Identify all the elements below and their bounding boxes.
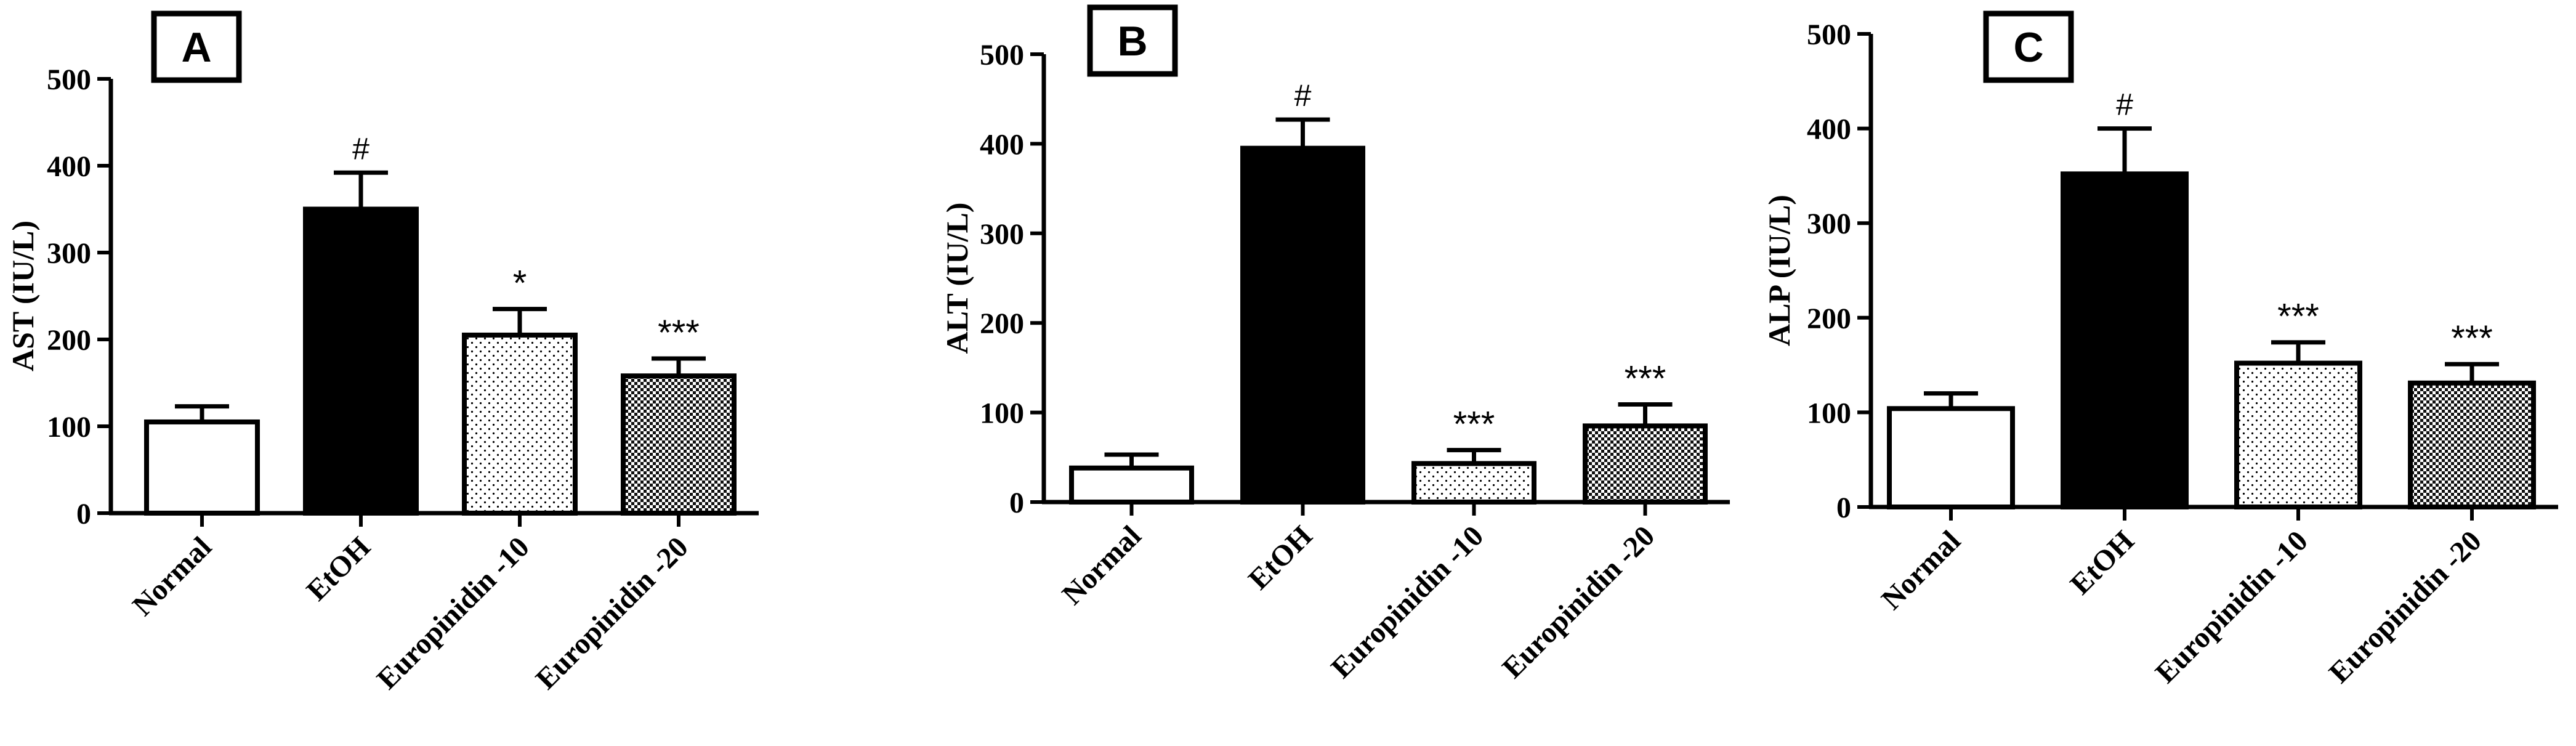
x-tick-label: Europinidin -10 <box>2149 524 2314 689</box>
chart-panel-A: A 0 100 200 300 400 500 AST (IU/L) Normal # EtOH * E… <box>6 10 759 695</box>
bar-4 <box>2408 380 2536 509</box>
bar-4 <box>621 373 737 516</box>
x-tick-label: EtOH <box>1242 519 1318 596</box>
panel-label: B <box>1117 18 1147 65</box>
y-tick-label: 100 <box>47 411 91 444</box>
panel-label: A <box>181 24 211 71</box>
y-tick-label: 500 <box>980 39 1024 71</box>
chart-panel-B: B 0 100 200 300 400 500 ALT (IU/L) Normal # EtOH **… <box>940 4 1730 684</box>
panel-label-box <box>1983 10 2074 83</box>
bar-4 <box>1583 423 1708 505</box>
y-tick-label: 400 <box>47 150 91 183</box>
x-tick-label: Europinidin -10 <box>371 530 536 695</box>
x-tick-label: EtOH <box>301 530 377 607</box>
bar-3 <box>462 332 578 516</box>
y-axis-label: ALT (IU/L) <box>940 203 974 354</box>
y-tick-label: 300 <box>980 218 1024 251</box>
significance-marker: # <box>2116 87 2133 122</box>
significance-marker: * <box>513 264 527 304</box>
significance-marker: *** <box>1453 405 1495 445</box>
x-tick-label: Normal <box>1875 524 1967 616</box>
significance-marker: *** <box>2451 318 2493 359</box>
y-tick-label: 500 <box>47 63 91 96</box>
x-tick-label: Europinidin -20 <box>530 530 695 695</box>
bar-1 <box>1069 465 1194 505</box>
significance-marker: *** <box>658 313 700 353</box>
significance-marker: *** <box>1625 359 1666 399</box>
bar-2 <box>303 206 419 516</box>
significance-marker: # <box>352 131 369 166</box>
chart-panel-C: C 0 100 200 300 400 500 ALP (IU/L) Normal # EtOH **… <box>1762 10 2558 689</box>
significance-marker: # <box>1294 78 1312 113</box>
y-tick-label: 200 <box>1807 302 1851 335</box>
x-tick-label: Europinidin -20 <box>1496 519 1661 684</box>
bar-1 <box>1887 406 2015 509</box>
y-tick-label: 400 <box>980 128 1024 161</box>
x-tick-label: EtOH <box>2064 524 2141 601</box>
x-tick-label: Europinidin -20 <box>2323 524 2488 689</box>
y-tick-label: 200 <box>980 307 1024 340</box>
x-tick-label: Europinidin -10 <box>1325 519 1490 684</box>
bar-3 <box>2234 360 2362 510</box>
panel-label-box <box>1087 4 1178 77</box>
y-tick-label: 0 <box>1009 487 1024 519</box>
y-tick-label: 400 <box>1807 113 1851 146</box>
bar-1 <box>144 419 260 516</box>
panel-label-box <box>151 10 242 83</box>
y-tick-label: 300 <box>1807 208 1851 240</box>
y-tick-label: 500 <box>1807 18 1851 51</box>
y-axis-label: ALP (IU/L) <box>1762 195 1796 346</box>
panel-label: C <box>2013 24 2043 71</box>
significance-marker: *** <box>2277 297 2319 337</box>
x-tick-label: Normal <box>126 530 218 622</box>
y-tick-label: 100 <box>1807 397 1851 429</box>
y-tick-label: 300 <box>47 237 91 270</box>
bar-3 <box>1411 461 1536 505</box>
x-tick-label: Normal <box>1056 519 1148 611</box>
y-tick-label: 200 <box>47 324 91 357</box>
y-axis-label: AST (IU/L) <box>6 221 40 371</box>
y-tick-label: 0 <box>1836 492 1851 524</box>
bar-2 <box>2061 171 2189 509</box>
bar-2 <box>1240 145 1365 505</box>
y-tick-label: 100 <box>980 397 1024 430</box>
y-tick-label: 0 <box>76 498 91 530</box>
